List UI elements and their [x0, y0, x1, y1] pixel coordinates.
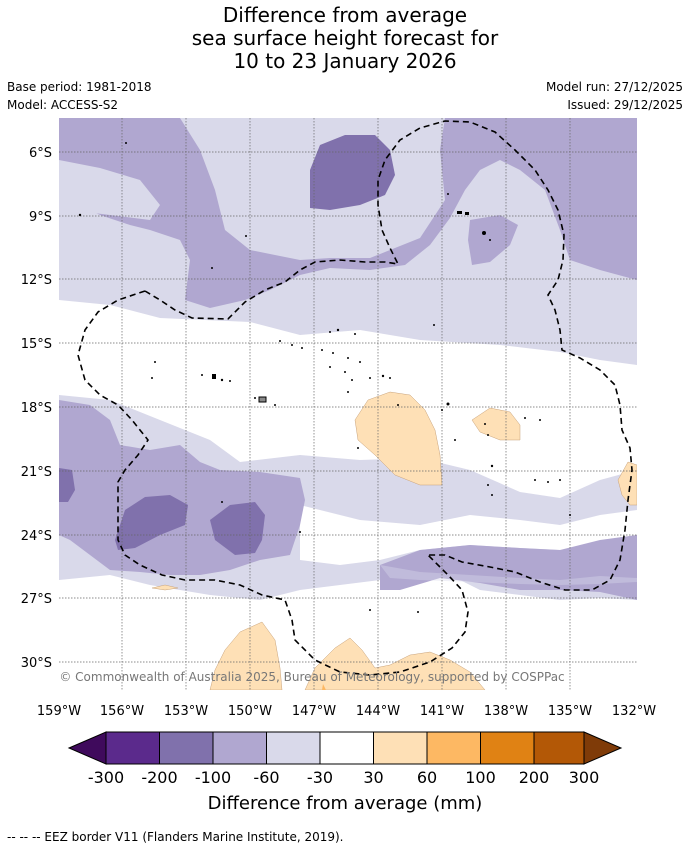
base-period: Base period: 1981-2018: [7, 80, 152, 94]
lat-label: 12°S: [21, 273, 52, 288]
lat-label: 27°S: [21, 592, 52, 607]
issued-date: Issued: 29/12/2025: [567, 98, 683, 112]
lon-label: 156°W: [100, 704, 144, 719]
colorbar: [67, 731, 623, 765]
lat-labels: 6°S 9°S 12°S 15°S 18°S 21°S 24°S 27°S 30…: [21, 146, 52, 671]
title-line-3: 10 to 23 January 2026: [233, 49, 457, 73]
anomaly-medium-purple-edge: [59, 468, 75, 502]
anomaly-peach-east: [471, 407, 521, 441]
colorbar-tick: 200: [519, 768, 550, 787]
anomaly-medium-purple-north: [310, 135, 395, 210]
colorbar-bin: [533, 731, 585, 765]
anomaly-peach-far-east: [617, 461, 637, 506]
colorbar-label: Difference from average (mm): [208, 793, 483, 814]
lon-label: 144°W: [356, 704, 400, 719]
lat-label: 9°S: [29, 210, 52, 225]
colorbar-bin: [319, 731, 374, 765]
colorbar-tick: 60: [417, 768, 437, 787]
colorbar-tick: 300: [569, 768, 600, 787]
meta-right: Model run: 27/12/2025 Issued: 29/12/2025: [546, 78, 683, 114]
anomaly-light-purple-north: [59, 118, 637, 308]
lon-label: 132°W: [612, 704, 656, 719]
colorbar-tick: -300: [88, 768, 124, 787]
anomaly-peach-central: [354, 391, 443, 486]
eez-borders: [77, 120, 633, 676]
anomaly-medium-purple-west: [115, 495, 188, 550]
map-area: © Commonwealth of Australia 2025, Bureau…: [59, 118, 637, 690]
lat-label: 6°S: [29, 146, 52, 161]
meta-left: Base period: 1981-2018 Model: ACCESS-S2: [7, 78, 152, 114]
neutral-zone-central: [59, 300, 637, 498]
copyright-notice: © Commonwealth of Australia 2025, Bureau…: [59, 670, 564, 684]
colorbar-bin: [480, 731, 535, 765]
lat-label: 24°S: [21, 529, 52, 544]
colorbar-tick: 30: [363, 768, 383, 787]
islands: [78, 142, 571, 613]
anomaly-orange-dot: [322, 684, 326, 690]
colorbar-tick: -30: [307, 768, 333, 787]
lon-label: 138°W: [484, 704, 528, 719]
lat-label: 18°S: [21, 401, 52, 416]
lon-labels: 159°W 156°W 153°W 150°W 147°W 144°W 141°…: [37, 704, 656, 719]
colorbar-extend-high: [583, 731, 623, 765]
neutral-zone-south: [59, 570, 637, 690]
model-run: Model run: 27/12/2025: [545, 80, 683, 94]
colorbar-extend-low: [67, 731, 107, 765]
map-title: Difference from average sea surface heig…: [0, 4, 690, 73]
anomaly-light-purple-east-islet: [468, 215, 518, 265]
colorbar-bin: [373, 731, 428, 765]
anomaly-peach-small: [151, 584, 179, 591]
lat-label: 30°S: [21, 656, 52, 671]
colorbar-bin: [426, 731, 481, 765]
lat-label: 21°S: [21, 465, 52, 480]
colorbar-ticks: -300 -200 -100 -60 -30 30 60 100 200 300: [88, 768, 599, 787]
colorbar-bin: [212, 731, 267, 765]
anomaly-light-purple-strip: [380, 565, 637, 585]
colorbar-tick: 100: [465, 768, 496, 787]
anomaly-light-purple-southeast: [380, 535, 637, 600]
lon-label: 153°W: [164, 704, 208, 719]
grid-lines: [59, 118, 637, 690]
lon-label: 159°W: [37, 704, 81, 719]
anomaly-peach-south-1: [209, 621, 283, 690]
anomaly-peach-south-2: [304, 637, 486, 690]
colorbar-bin: [105, 731, 160, 765]
lon-label: 141°W: [420, 704, 464, 719]
anomaly-light-purple-northwest: [59, 160, 160, 220]
colorbar-bin: [266, 731, 321, 765]
title-line-2: sea surface height forecast for: [191, 26, 499, 50]
lat-label: 15°S: [21, 337, 52, 352]
lon-label: 147°W: [292, 704, 336, 719]
eez-footnote: -- -- -- EEZ border V11 (Flanders Marine…: [7, 830, 344, 844]
eez-border-cook-islands: [144, 120, 633, 591]
lon-label: 150°W: [228, 704, 272, 719]
lon-label: 135°W: [548, 704, 592, 719]
anomaly-medium-purple-central: [210, 502, 265, 555]
colorbar-tick: -100: [195, 768, 231, 787]
colorbar-bin: [159, 731, 214, 765]
title-line-1: Difference from average: [222, 3, 468, 27]
colorbar-tick: -60: [253, 768, 279, 787]
model-name: Model: ACCESS-S2: [7, 98, 119, 112]
eez-border-west: [77, 290, 469, 676]
colorbar-tick: -200: [141, 768, 177, 787]
